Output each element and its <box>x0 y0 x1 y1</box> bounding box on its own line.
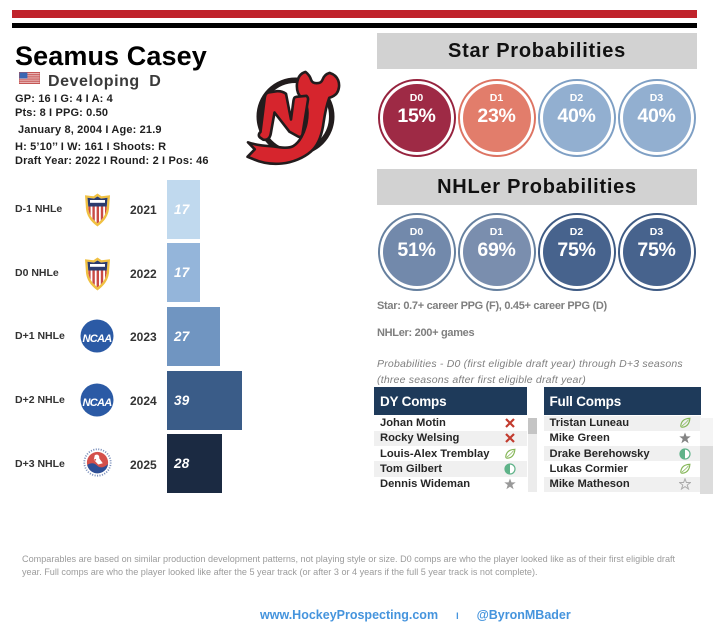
svg-text:NCAA: NCAA <box>82 333 112 345</box>
svg-text:NCAA: NCAA <box>82 397 112 409</box>
